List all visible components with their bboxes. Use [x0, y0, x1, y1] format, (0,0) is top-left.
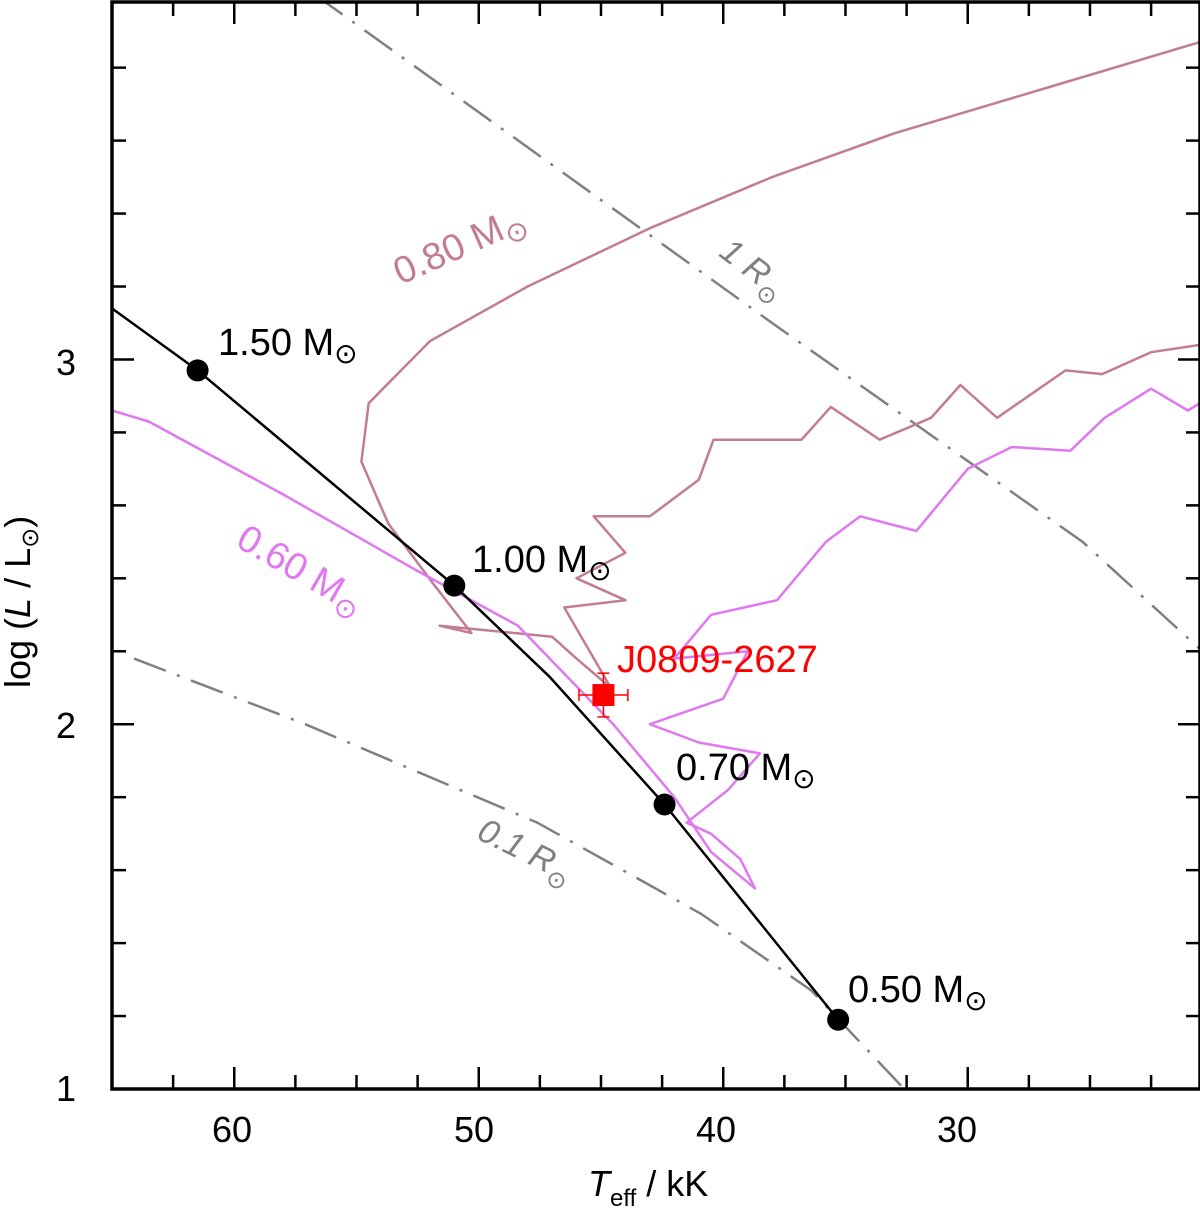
y-axis-title: log (L / L⊙) [0, 516, 44, 688]
x-tick-label-50: 50 [454, 1109, 494, 1150]
evolution-track-0.80msun [360, 40, 1200, 690]
mass-marker-1.00 [443, 574, 466, 597]
x-tick-label-40: 40 [696, 1109, 736, 1150]
radius-label-0.1rsun: 0.1 R⊙ [469, 805, 586, 897]
mass-label-1.00: 1.00 M⊙ [472, 539, 612, 586]
evolution-track-0.60msun [112, 387, 1200, 890]
mass-label-0.70: 0.70 M⊙ [676, 747, 816, 794]
mass-marker-1.50 [186, 359, 209, 382]
mass-marker-0.70 [653, 793, 676, 816]
track-label-0.60: 0.60 M⊙ [228, 510, 370, 628]
plot-frame [110, 0, 1200, 1091]
mass-markers [186, 359, 850, 1031]
x-axis-title: Teff / kK [588, 1163, 708, 1210]
star-label: J0809-2627 [617, 639, 818, 681]
track-label-0.80: 0.80 M⊙ [381, 195, 534, 293]
mass-label-1.50: 1.50 M⊙ [218, 322, 358, 369]
x-tick-label-30: 30 [937, 1109, 977, 1150]
radius-line-0.1rsun [133, 657, 906, 1089]
mass-luminosity-line [112, 307, 840, 1021]
minor-ticks [110, 2, 1200, 1089]
plot-area [112, 2, 1200, 1089]
y-tick-label-3: 3 [56, 342, 76, 383]
mass-label-0.50: 0.50 M⊙ [848, 969, 988, 1016]
star-point [578, 672, 629, 718]
x-tick-label-60: 60 [212, 1109, 252, 1150]
y-tick-label-2: 2 [56, 705, 76, 746]
y-tick-label-1: 1 [56, 1068, 76, 1109]
mass-marker-0.50 [827, 1008, 850, 1031]
star-marker [592, 684, 615, 707]
radius-line-1rsun [322, 2, 1200, 651]
radius-label-1rsun: 1 R⊙ [709, 224, 801, 312]
